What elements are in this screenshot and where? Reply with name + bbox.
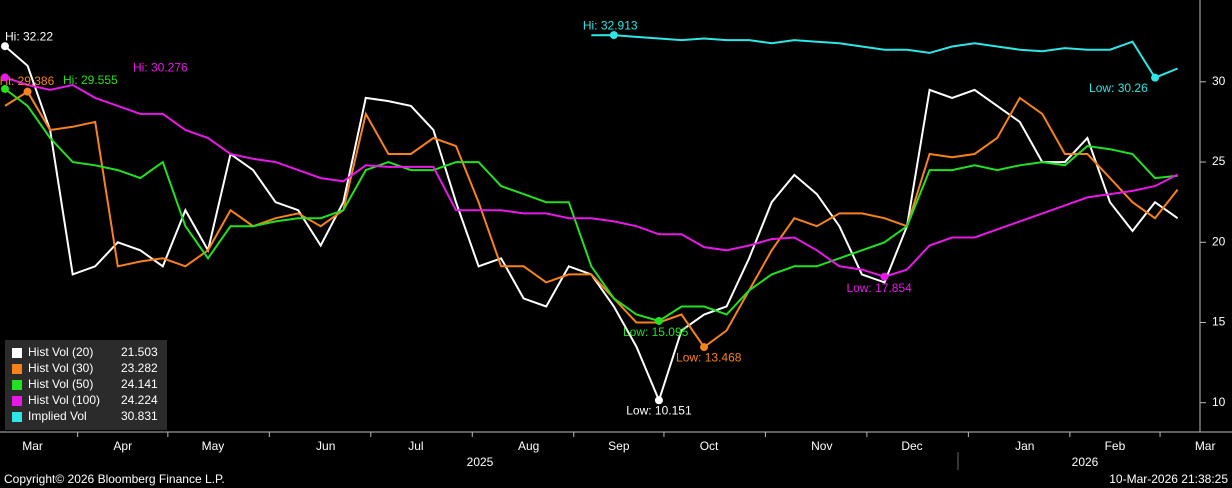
y-tick-label: 15 — [1212, 315, 1226, 329]
series-line — [591, 34, 1178, 79]
x-tick-label: Sep — [608, 439, 630, 453]
extreme-marker — [1, 42, 9, 51]
y-tick-label: 10 — [1212, 395, 1226, 409]
legend-swatch — [12, 412, 22, 422]
extreme-marker — [654, 316, 663, 325]
legend-label: Hist Vol (50) — [28, 377, 93, 391]
extreme-marker — [700, 343, 709, 352]
series-line — [4, 88, 1178, 323]
year-label: 2026 — [1072, 455, 1099, 469]
legend-value: 23.282 — [121, 361, 158, 375]
legend-value: 30.831 — [121, 409, 158, 423]
legend-swatch — [12, 396, 22, 406]
series-line — [4, 76, 1179, 278]
x-tick-label: Mar — [22, 439, 43, 453]
legend-label: Hist Vol (100) — [28, 393, 100, 407]
x-tick-label: May — [202, 439, 225, 453]
x-tick-label: Oct — [700, 439, 719, 453]
legend-swatch — [12, 348, 22, 358]
extreme-label: Hi: 32.913 — [583, 18, 638, 32]
extreme-label: Low: 30.26 — [1089, 81, 1148, 95]
legend-value: 21.503 — [121, 345, 158, 359]
series-line — [4, 90, 1179, 349]
extreme-marker — [654, 396, 663, 405]
y-tick-label: 25 — [1212, 154, 1226, 168]
year-label: 2025 — [467, 455, 494, 469]
extreme-marker — [1, 73, 9, 82]
x-tick-label: Jun — [316, 439, 335, 453]
extreme-label: Low: 13.468 — [676, 350, 742, 364]
extreme-label: Hi: 29.555 — [63, 73, 118, 87]
timestamp: 10-Mar-2026 21:38:25 — [1109, 472, 1228, 486]
extreme-label: Low: 10.151 — [626, 403, 692, 417]
y-tick-label: 20 — [1212, 234, 1226, 248]
x-tick-label: Jan — [1015, 439, 1034, 453]
legend-swatch — [12, 380, 22, 390]
extreme-marker — [609, 31, 618, 40]
x-tick-label: Feb — [1105, 439, 1126, 453]
extreme-label: Low: 17.854 — [846, 281, 912, 295]
legend-label: Hist Vol (30) — [28, 361, 93, 375]
y-tick-label: 30 — [1212, 74, 1226, 88]
extreme-label: Hi: 29.386 — [0, 74, 55, 88]
extreme-label: Low: 15.095 — [623, 325, 689, 339]
extreme-label: Hi: 32.22 — [5, 29, 53, 43]
x-tick-label: Dec — [901, 439, 922, 453]
legend-box — [5, 340, 167, 430]
x-tick-label: Jul — [408, 439, 423, 453]
legend-label: Implied Vol — [28, 409, 87, 423]
x-tick-label: Mar — [1195, 439, 1216, 453]
copyright: Copyright© 2026 Bloomberg Finance L.P. — [4, 472, 225, 486]
extreme-marker — [1151, 73, 1160, 82]
legend-label: Hist Vol (20) — [28, 345, 93, 359]
extreme-label: Hi: 30.276 — [133, 61, 188, 75]
legend-swatch — [12, 364, 22, 374]
legend-value: 24.141 — [121, 377, 158, 391]
x-tick-label: Nov — [811, 439, 832, 453]
x-tick-label: Apr — [113, 439, 132, 453]
x-tick-label: Aug — [518, 439, 539, 453]
extreme-marker — [1, 84, 9, 93]
extreme-marker — [23, 87, 32, 96]
legend-value: 24.224 — [121, 393, 158, 407]
extreme-marker — [880, 272, 889, 281]
